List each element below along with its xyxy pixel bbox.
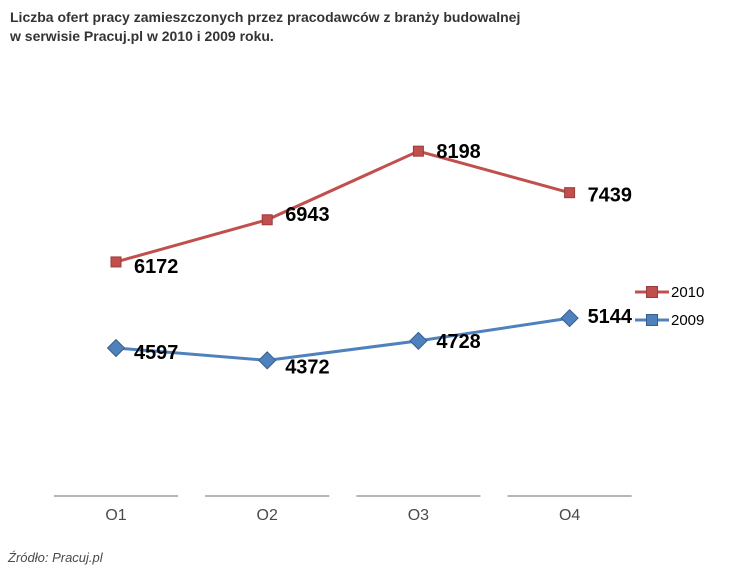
value-label-2009: 4728 [436, 331, 480, 353]
value-label-2009: 4597 [134, 342, 178, 364]
value-label-2010: 6172 [134, 256, 178, 278]
x-axis-label: Q3 [408, 507, 429, 520]
marker-2010 [111, 257, 121, 267]
x-axis-label: Q4 [559, 507, 580, 520]
x-axis-label: Q1 [105, 507, 126, 520]
chart-title: Liczba ofert pracy zamieszczonych przez … [10, 8, 570, 46]
marker-2010 [565, 188, 575, 198]
title-line-2: w serwisie Pracuj.pl w 2010 i 2009 roku. [10, 28, 274, 44]
marker-2009 [410, 332, 427, 349]
legend-entry-2010: 2010 [635, 281, 725, 303]
value-label-2010: 6943 [285, 204, 329, 226]
value-label-2009: 4372 [285, 356, 329, 378]
legend-swatch-2009 [635, 311, 669, 329]
series-line-2010 [116, 151, 570, 262]
marker-2010 [262, 215, 272, 225]
marker-2009 [561, 310, 578, 327]
chart-legend: 2010 2009 [635, 275, 725, 337]
source-label: Źródło: Pracuj.pl [8, 550, 103, 565]
line-chart: Q1 Q2 Q3 Q4 6172 6943 8198 7439 4597 4372 4728 5144 [0, 60, 743, 520]
value-label-2010: 8198 [436, 141, 480, 163]
marker-2009 [259, 352, 276, 369]
value-label-2010: 7439 [588, 185, 632, 207]
title-line-1: Liczba ofert pracy zamieszczonych przez … [10, 9, 520, 25]
marker-2010 [413, 146, 423, 156]
marker-2009 [108, 340, 125, 357]
value-label-2009: 5144 [588, 306, 632, 328]
series-line-2009 [116, 318, 570, 360]
legend-label-2010: 2010 [671, 284, 704, 301]
x-axis-label: Q2 [257, 507, 278, 520]
legend-entry-2009: 2009 [635, 309, 725, 331]
legend-label-2009: 2009 [671, 312, 704, 329]
legend-swatch-2010 [635, 283, 669, 301]
